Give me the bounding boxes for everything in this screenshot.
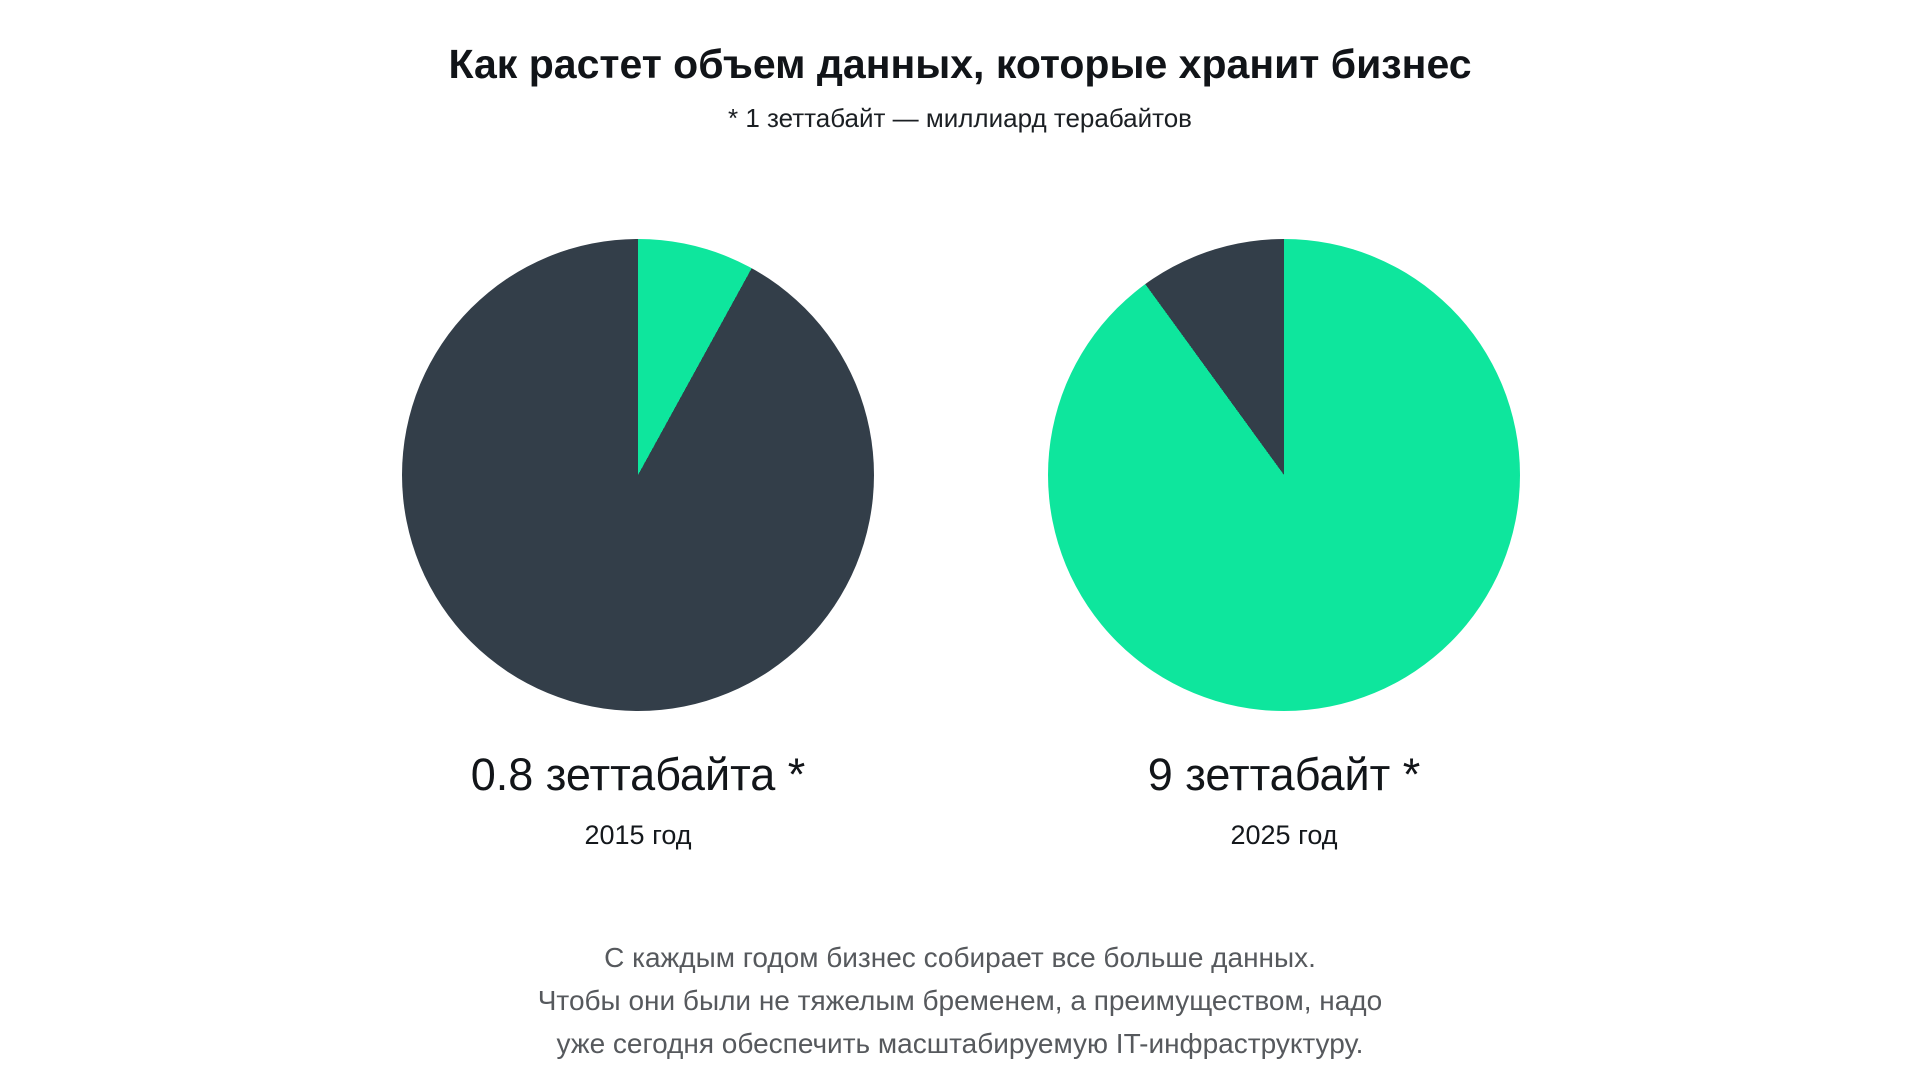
footer-note-line-1: С каждым годом бизнес собирает все больш… (604, 942, 1316, 973)
pie-caption-2025: 9 зеттабайт * 2025 год (1048, 748, 1520, 851)
year-label-2025: 2025 год (1230, 820, 1338, 850)
value-label-2015: 0.8 зеттабайта * (470, 749, 806, 800)
footer-note-line-3: уже сегодня обеспечить масштабируемую IT… (556, 1028, 1364, 1059)
value-label-2025: 9 зеттабайт * (1147, 749, 1421, 800)
pie-caption-2015: 0.8 зеттабайта * 2015 год (402, 748, 874, 851)
footer-note: С каждым годом бизнес собирает все больш… (0, 936, 1920, 1065)
footer-note-line-2: Чтобы они были не тяжелым бременем, а пр… (537, 985, 1383, 1016)
pie-chart-2015 (402, 239, 874, 711)
chart-title: Как растет объем данных, которые хранит … (448, 41, 1472, 87)
pie-chart-2025 (1048, 239, 1520, 711)
year-label-2015: 2015 год (584, 820, 692, 850)
chart-subtitle-footnote: * 1 зеттабайт — миллиард терабайтов (727, 103, 1192, 133)
